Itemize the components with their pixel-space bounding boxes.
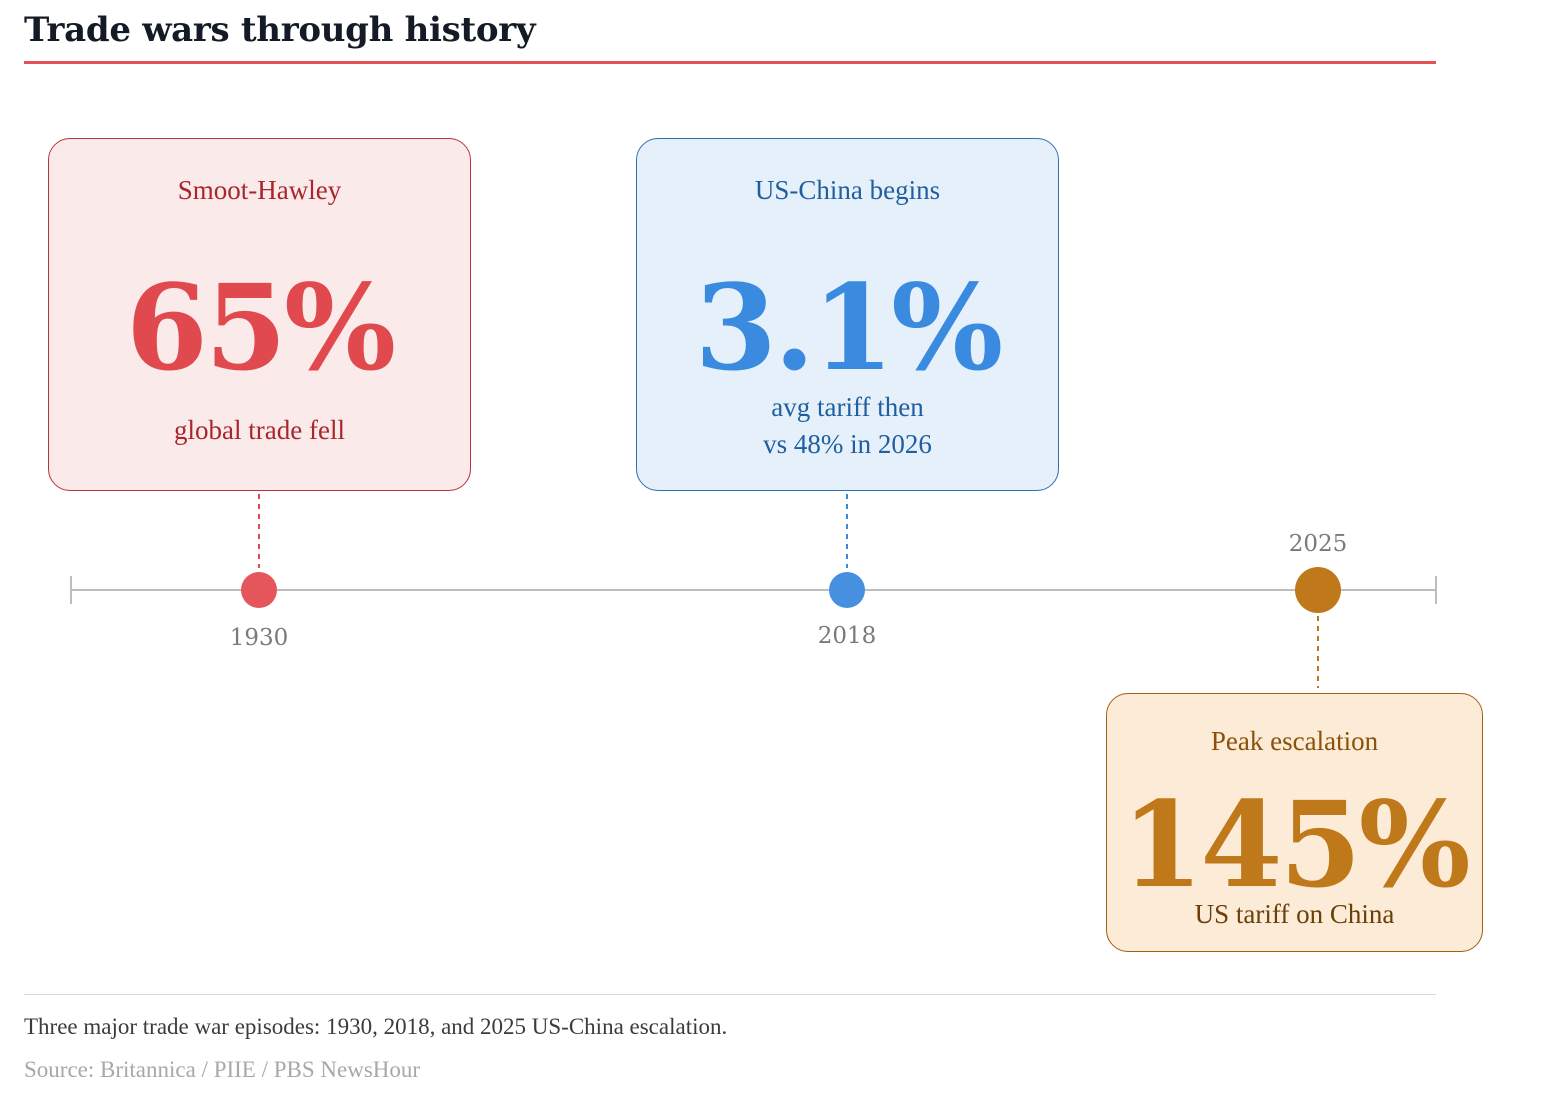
- event-label: US-China begins: [754, 175, 941, 205]
- event-stat: 145%: [1121, 775, 1470, 914]
- marker-2025: [1295, 567, 1341, 613]
- event-card-1930: Smoot-Hawley 65% global trade fell: [48, 138, 471, 491]
- event-card-2025: Peak escalation 145% US tariff on China: [1106, 693, 1483, 952]
- footer-divider: [24, 994, 1436, 995]
- event-description: avg tariff then vs 48% in 2026: [637, 389, 1058, 463]
- event-label: Peak escalation: [1210, 726, 1379, 756]
- year-label-2018: 2018: [817, 623, 877, 649]
- page-title: Trade wars through history: [24, 10, 536, 50]
- event-description-line: US tariff on China: [1194, 899, 1395, 929]
- event-label: Smoot-Hawley: [177, 175, 342, 205]
- marker-2018: [829, 572, 865, 608]
- event-stat: 65%: [125, 258, 396, 397]
- year-label-1930: 1930: [229, 625, 289, 651]
- event-description: global trade fell: [49, 412, 470, 449]
- year-label-2025: 2025: [1288, 531, 1348, 557]
- marker-1930: [241, 572, 277, 608]
- event-description-line: vs 48% in 2026: [763, 429, 932, 459]
- event-description: US tariff on China: [1107, 896, 1482, 933]
- title-divider: [24, 61, 1436, 64]
- caption: Three major trade war episodes: 1930, 20…: [24, 1014, 728, 1039]
- source-note: Source: Britannica / PIIE / PBS NewsHour: [24, 1057, 421, 1082]
- event-card-2018: US-China begins 3.1% avg tariff then vs …: [636, 138, 1059, 491]
- event-description-line: global trade fell: [174, 415, 345, 445]
- event-description-line: avg tariff then: [771, 392, 924, 422]
- event-stat: 3.1%: [694, 258, 1003, 397]
